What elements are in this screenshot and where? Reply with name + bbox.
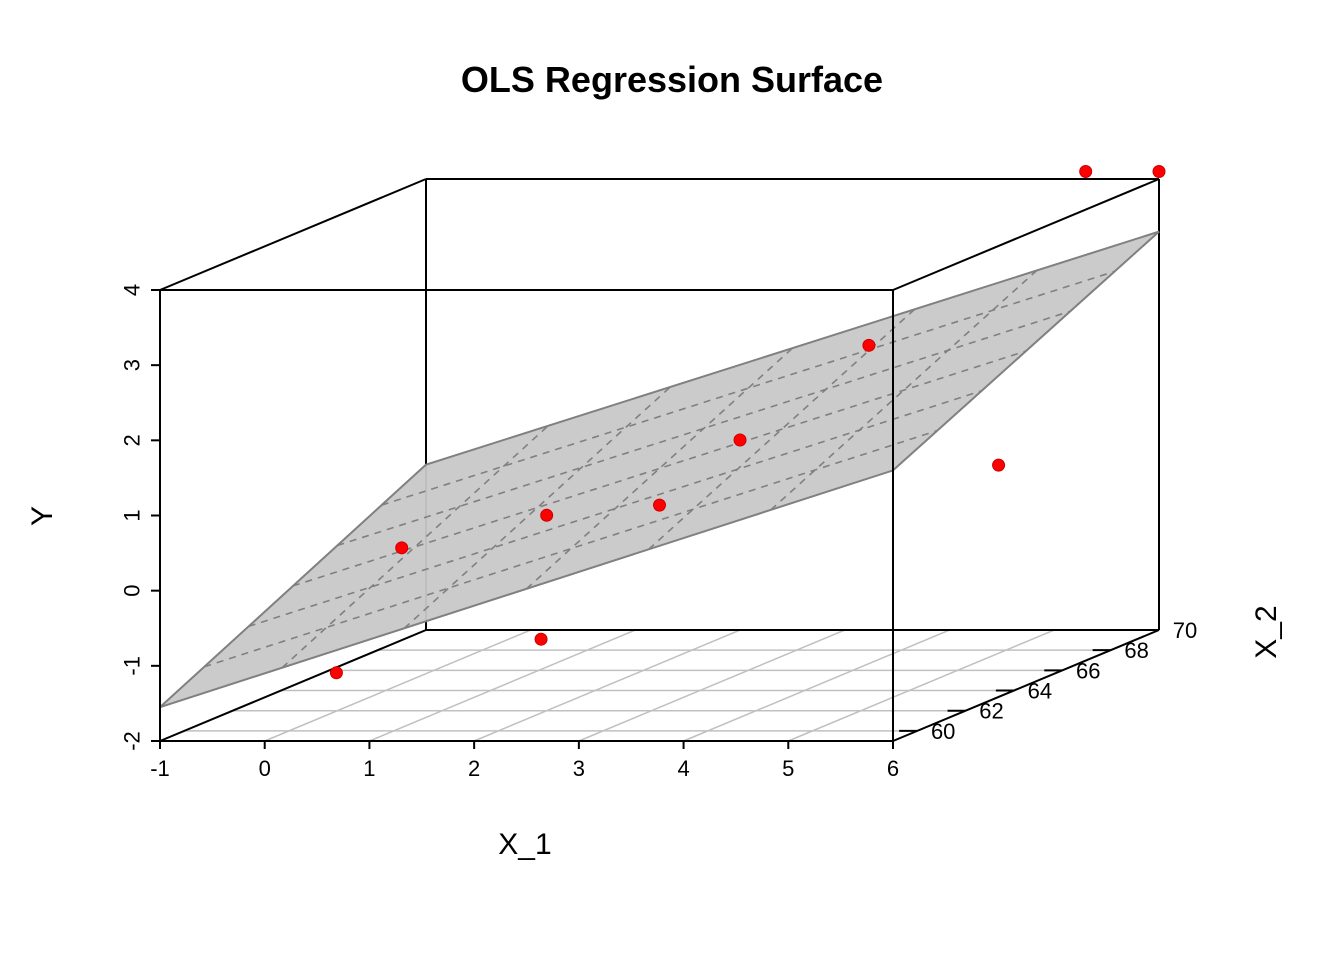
z-tick-label: 3 (120, 359, 145, 371)
regression-plane (159, 230, 1160, 709)
plane-surface (159, 230, 1160, 709)
floor-grid-line-x (578, 629, 846, 742)
x-tick-label: 0 (259, 756, 271, 781)
y-tick-label: 68 (1124, 638, 1148, 663)
y-tick-label: 62 (979, 699, 1003, 724)
data-point (653, 498, 666, 512)
x-axis: -1 0 1 2 3 4 5 6 (150, 741, 899, 781)
chart-title: OLS Regression Surface (461, 59, 883, 100)
z-axis-label: Y (26, 506, 59, 526)
plane-mesh-line (292, 350, 1027, 587)
x-tick-label: 4 (677, 756, 689, 781)
z-axis: -2 -1 0 1 2 3 4 (120, 284, 160, 751)
x-tick-label: 6 (887, 756, 899, 781)
z-tick-label: 2 (120, 434, 145, 446)
box-edge (892, 178, 1160, 291)
x-tick-label: 2 (468, 756, 480, 781)
box-edge (159, 178, 427, 291)
floor-grid-line-x (473, 629, 741, 742)
x-tick-label: 5 (782, 756, 794, 781)
x-tick-label: 3 (573, 756, 585, 781)
y-tick-label: 66 (1076, 658, 1100, 683)
plane-mesh-line (204, 429, 938, 668)
plane-mesh-line (281, 425, 549, 669)
data-points (329, 164, 1166, 680)
z-tick-label: -2 (120, 731, 145, 751)
data-point (862, 338, 876, 352)
data-point (534, 632, 548, 646)
data-point (395, 541, 409, 555)
z-tick-label: 4 (120, 284, 145, 296)
z-tick-label: -1 (120, 656, 145, 676)
floor-grid-line-x (787, 629, 1055, 742)
y-tick-label: 70 (1173, 618, 1197, 643)
y-tick-label: 60 (931, 719, 955, 744)
x-axis-label: X_1 (498, 828, 551, 861)
data-point (1152, 164, 1166, 178)
y-tick-label: 64 (1028, 679, 1052, 704)
box-edge (892, 629, 1160, 742)
floor-grid-line-x (369, 629, 636, 742)
plane-mesh-line (403, 386, 671, 629)
box-edge (159, 629, 427, 742)
data-point (540, 508, 554, 522)
y-axis-label: X_2 (1250, 605, 1283, 658)
data-point (329, 666, 343, 680)
z-tick-label: 0 (120, 585, 145, 597)
floor-grid-line-x (683, 629, 950, 742)
data-point (1079, 164, 1093, 178)
plane-mesh-line (381, 270, 1115, 506)
x-tick-label: 1 (363, 756, 375, 781)
data-point (733, 433, 747, 447)
y-axis: 60 62 64 66 68 70 (899, 618, 1197, 744)
x-tick-label: -1 (150, 756, 170, 781)
floor-grid-line-x (264, 629, 532, 742)
z-tick-label: 1 (120, 509, 145, 521)
box-back-edges (159, 178, 1160, 742)
data-point (992, 458, 1006, 472)
